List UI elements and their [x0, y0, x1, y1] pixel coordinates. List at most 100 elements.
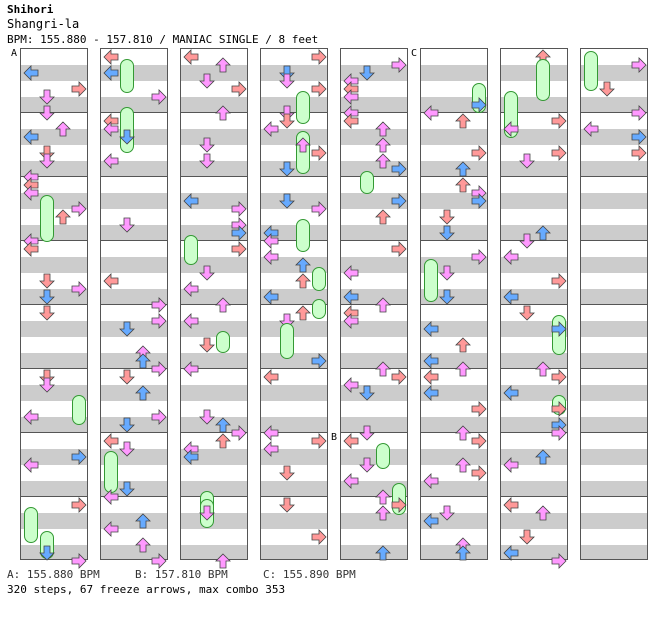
arrow-right-icon — [391, 497, 407, 513]
measure-line — [261, 176, 327, 177]
measure-line — [261, 432, 327, 433]
measure-line — [581, 432, 647, 433]
chart-column — [20, 48, 88, 569]
measure-line — [341, 432, 407, 433]
arrow-down-icon — [119, 369, 135, 385]
arrow-down-icon — [119, 321, 135, 337]
bpm-legend-c: C: 155.890 BPM — [263, 568, 356, 581]
arrow-right-icon — [151, 553, 167, 569]
arrow-right-icon — [71, 201, 87, 217]
measure-line — [421, 176, 487, 177]
arrow-right-icon — [551, 425, 567, 441]
arrow-left-icon — [263, 121, 279, 137]
arrow-right-icon — [391, 161, 407, 177]
measure-line — [101, 496, 167, 497]
arrow-up-icon — [215, 297, 231, 313]
arrow-up-icon — [455, 361, 471, 377]
arrow-up-icon — [215, 57, 231, 73]
arrow-up-icon — [375, 121, 391, 137]
arrow-right-icon — [231, 425, 247, 441]
arrow-left-icon — [183, 313, 199, 329]
arrow-left-icon — [423, 105, 439, 121]
arrow-down-icon — [279, 73, 295, 89]
measure-line — [341, 304, 407, 305]
arrow-right-icon — [311, 201, 327, 217]
arrow-left-icon — [583, 121, 599, 137]
arrow-left-icon — [503, 457, 519, 473]
arrow-left-icon — [183, 193, 199, 209]
measure-line — [501, 432, 567, 433]
measure-line — [421, 112, 487, 113]
arrow-down-icon — [199, 505, 215, 521]
arrow-up-icon — [375, 153, 391, 169]
arrow-right-icon — [471, 433, 487, 449]
arrow-up-icon — [135, 385, 151, 401]
bpm-marker-b: B — [331, 432, 338, 443]
measure-line — [181, 176, 247, 177]
arrow-up-icon — [215, 417, 231, 433]
arrow-down-icon — [519, 529, 535, 545]
measure-line — [261, 304, 327, 305]
arrow-left-icon — [263, 249, 279, 265]
measure-line — [21, 368, 87, 369]
arrow-up-icon — [535, 505, 551, 521]
measure-line — [21, 304, 87, 305]
arrow-up-icon — [535, 361, 551, 377]
arrow-left-icon — [423, 473, 439, 489]
arrow-up-icon — [455, 337, 471, 353]
arrow-left-icon — [103, 49, 119, 65]
arrow-right-icon — [71, 449, 87, 465]
freeze-arrow — [40, 195, 54, 242]
arrow-right-icon — [551, 145, 567, 161]
arrow-down-icon — [199, 73, 215, 89]
arrow-right-icon — [391, 193, 407, 209]
arrow-right-icon — [631, 105, 647, 121]
arrow-down-icon — [119, 217, 135, 233]
arrow-down-icon — [119, 417, 135, 433]
measure-line — [581, 496, 647, 497]
chart-column — [260, 48, 328, 560]
arrow-up-icon — [375, 137, 391, 153]
arrow-right-icon — [311, 49, 327, 65]
arrow-right-icon — [231, 241, 247, 257]
measure-line — [21, 240, 87, 241]
freeze-arrow — [296, 91, 310, 124]
chart-column — [420, 48, 488, 561]
arrow-up-icon — [135, 537, 151, 553]
bpm-legend-a: A: 155.880 BPM — [7, 568, 100, 581]
arrow-up-icon — [535, 449, 551, 465]
arrow-down-icon — [39, 89, 55, 105]
chart-info: BPM: 155.880 - 157.810 / MANIAC SINGLE /… — [7, 33, 319, 46]
measure-line — [261, 368, 327, 369]
arrow-up-icon — [55, 209, 71, 225]
freeze-arrow — [424, 259, 438, 302]
arrow-up-icon — [455, 545, 471, 561]
arrow-left-icon — [23, 241, 39, 257]
arrow-left-icon — [343, 113, 359, 129]
arrow-left-icon — [343, 289, 359, 305]
measure-line — [501, 496, 567, 497]
arrow-left-icon — [183, 49, 199, 65]
measure-line — [21, 496, 87, 497]
bpm-marker-a: A — [11, 48, 18, 59]
arrow-right-icon — [391, 241, 407, 257]
freeze-arrow — [376, 443, 390, 469]
arrow-right-icon — [311, 145, 327, 161]
bpm-legend-b: B: 157.810 BPM — [135, 568, 228, 581]
measure-line — [421, 496, 487, 497]
arrow-left-icon — [503, 497, 519, 513]
arrow-down-icon — [119, 441, 135, 457]
arrow-right-icon — [631, 145, 647, 161]
arrow-down-icon — [39, 369, 55, 385]
arrow-left-icon — [263, 441, 279, 457]
arrow-right-icon — [551, 113, 567, 129]
arrow-right-icon — [231, 81, 247, 97]
measure-line — [181, 304, 247, 305]
arrow-down-icon — [119, 481, 135, 497]
measure-line — [181, 112, 247, 113]
arrow-left-icon — [343, 377, 359, 393]
arrow-left-icon — [183, 361, 199, 377]
arrow-left-icon — [263, 425, 279, 441]
measure-line — [581, 304, 647, 305]
arrow-left-icon — [263, 289, 279, 305]
